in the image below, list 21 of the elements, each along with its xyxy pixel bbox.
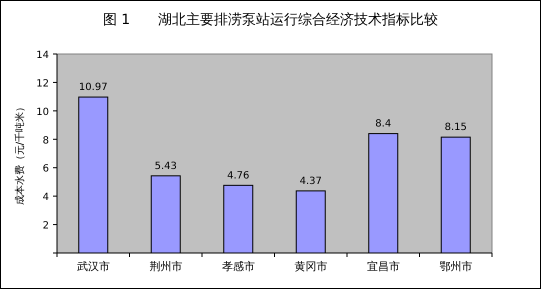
chart-title: 图 1 湖北主要排涝泵站运行综合经济技术指标比较 <box>102 12 438 28</box>
data-label: 8.4 <box>375 118 392 130</box>
x-tick-label: 孝感市 <box>222 260 255 273</box>
data-label: 10.97 <box>78 82 108 94</box>
data-label: 8.15 <box>444 122 467 134</box>
y-tick-label: 10 <box>36 106 49 118</box>
x-tick-label: 宜昌市 <box>366 260 400 273</box>
data-label: 4.76 <box>227 170 250 182</box>
y-tick-label: 14 <box>36 50 49 61</box>
x-tick-label: 武汉市 <box>76 260 110 273</box>
x-tick-label: 荆州市 <box>149 260 182 273</box>
data-label: 4.37 <box>300 176 322 187</box>
y-tick-label: 8 <box>42 135 49 146</box>
y-tick-label: 12 <box>36 78 49 90</box>
y-tick-label: 6 <box>42 164 49 175</box>
y-axis-title: 成本水费（元/千吨米） <box>14 102 26 206</box>
data-label: 5.43 <box>154 160 177 172</box>
y-tick-label: 4 <box>42 192 49 204</box>
x-tick-label: 黄冈市 <box>294 260 328 273</box>
x-tick-label: 鄂州市 <box>439 260 472 273</box>
y-tick-label: 2 <box>42 220 49 232</box>
